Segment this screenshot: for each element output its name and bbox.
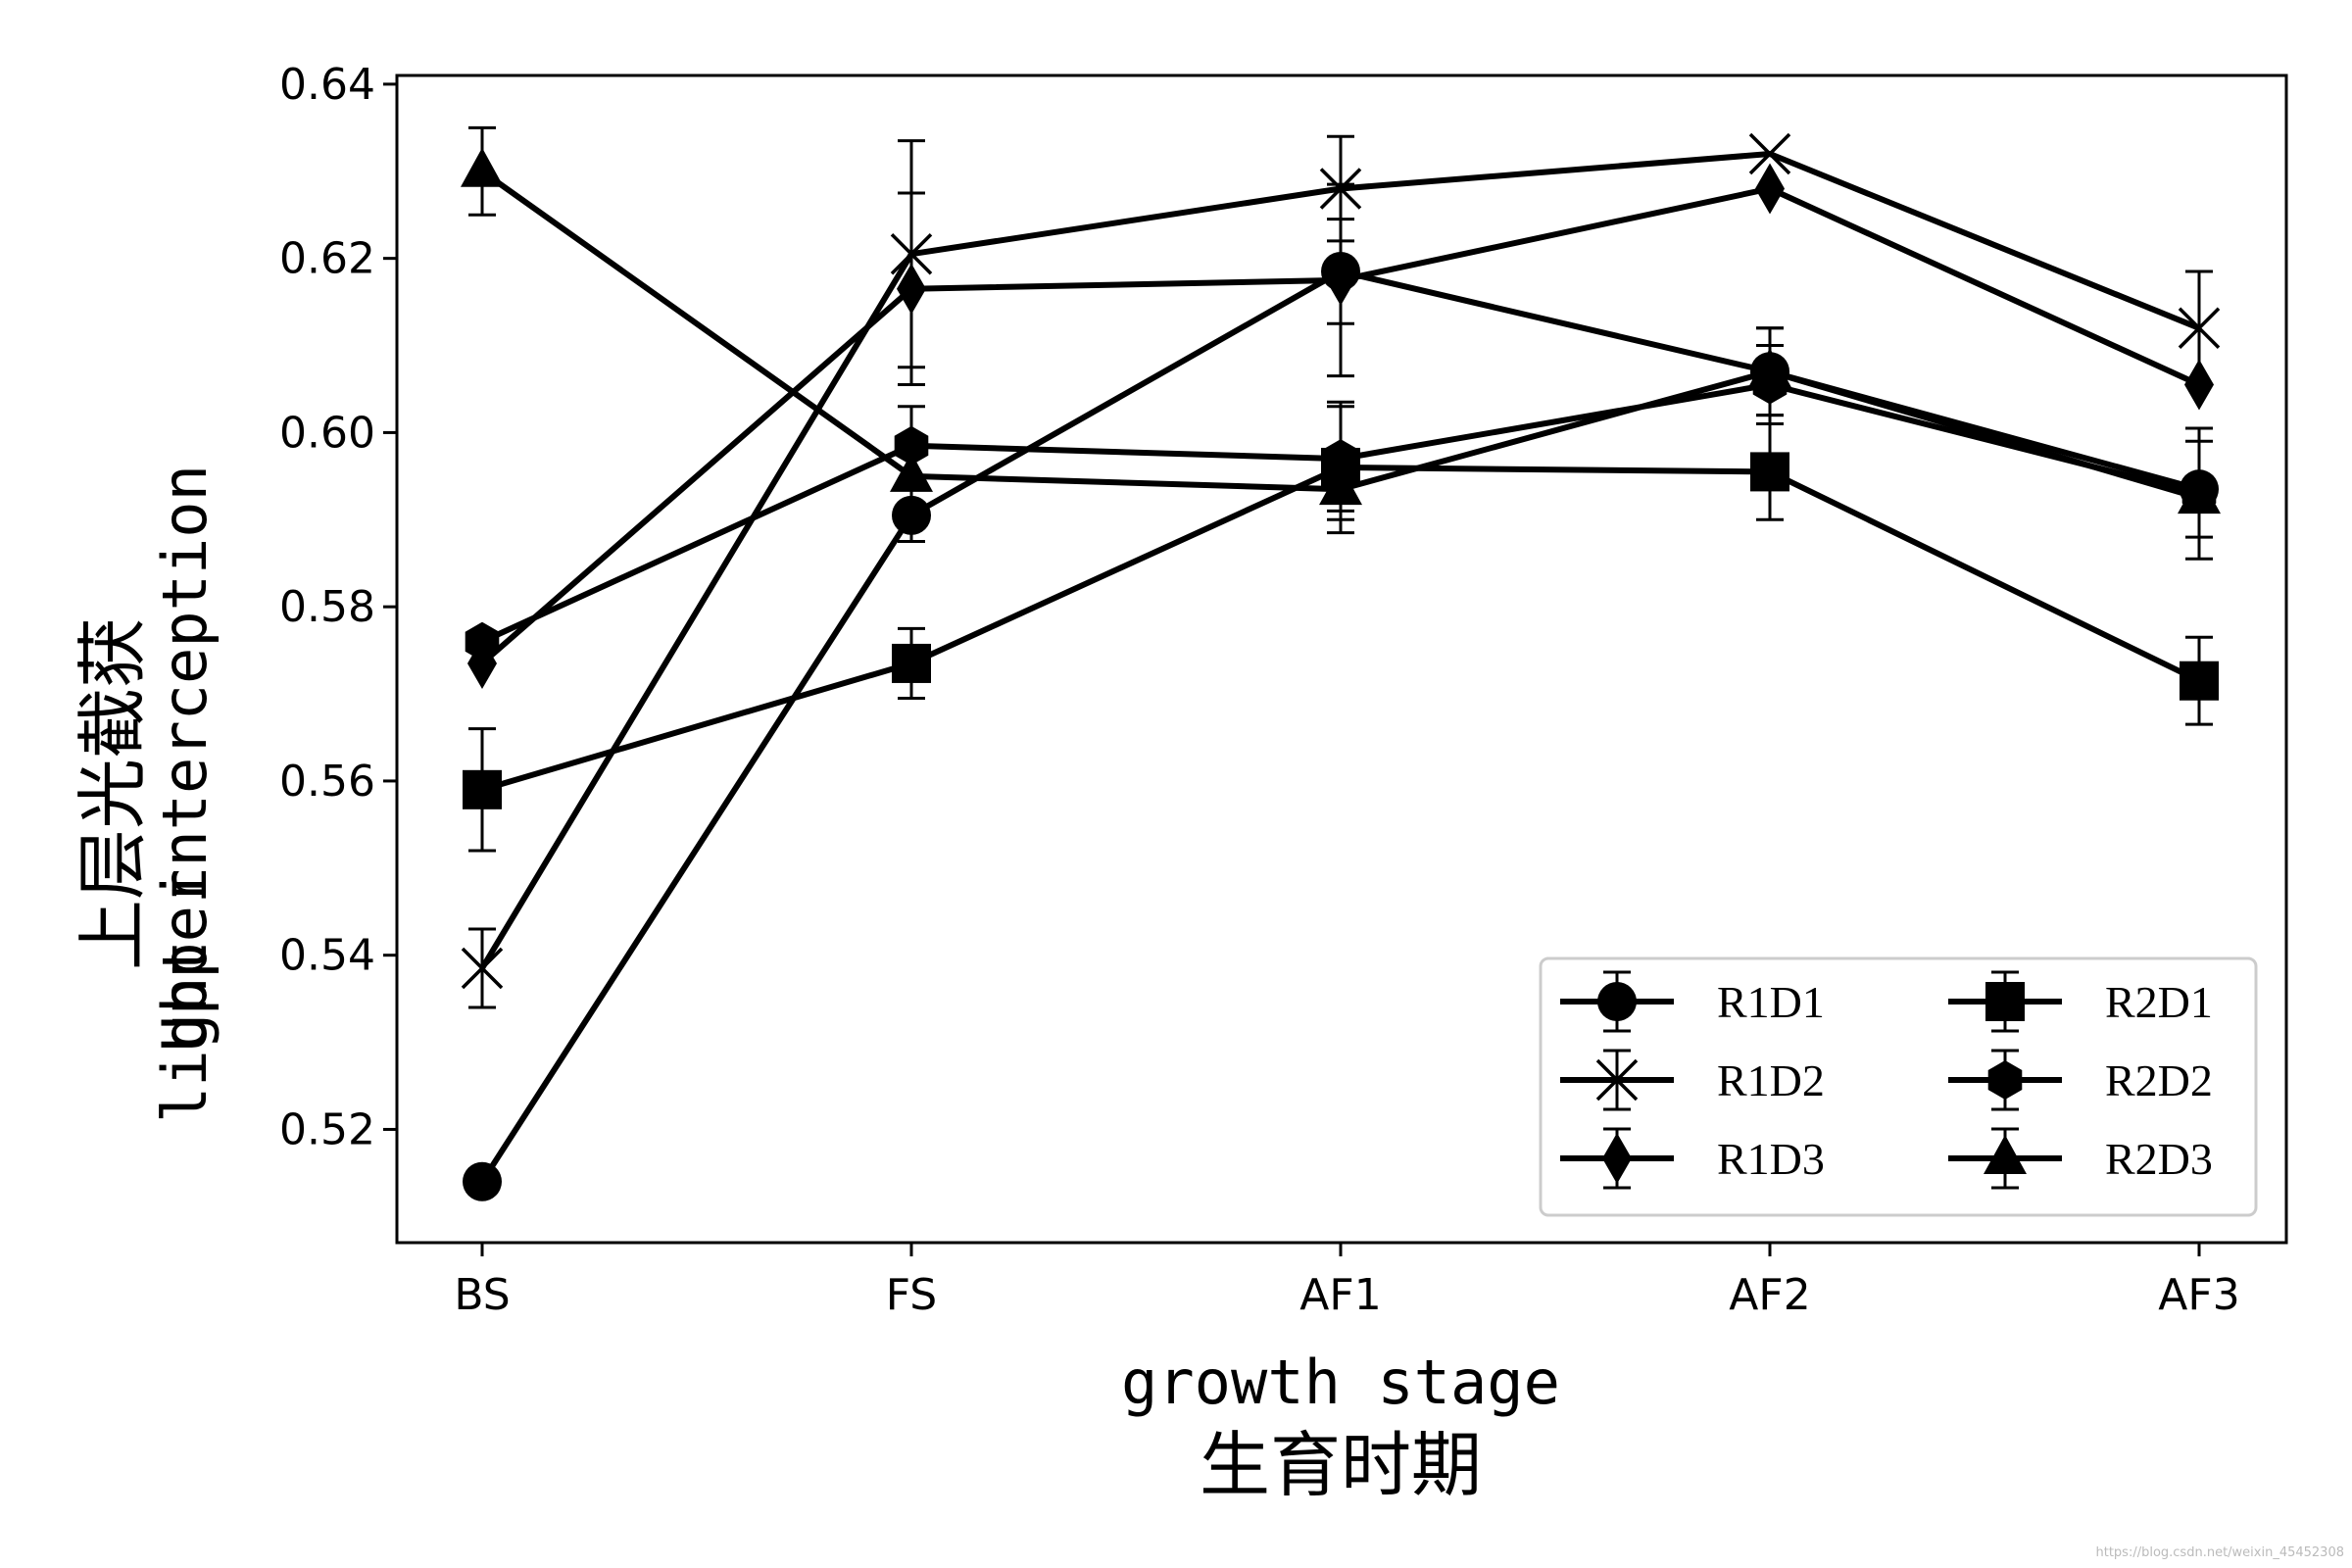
data-point [463,769,502,809]
data-point [894,425,929,466]
y-tick-label: 0.56 [279,757,375,807]
y-tick-label: 0.58 [279,582,375,632]
data-point [897,263,926,315]
data-point [1748,132,1791,175]
data-point [461,947,504,990]
legend-marker [1987,1060,2023,1100]
x-axis-title-zh: 生育时期 [1200,1424,1482,1506]
legend-entry: R1D1 [1560,970,1825,1033]
data-point [892,495,931,535]
legend-entry: R1D3 [1560,1127,1825,1190]
legend-label: R1D1 [1717,977,1825,1027]
legend-marker [1985,982,2025,1021]
plot-area [461,125,2221,1201]
x-tick-label: BS [454,1270,510,1320]
y-tick-label: 0.64 [279,60,375,110]
legend-label: R2D2 [2105,1055,2213,1105]
legend-label: R1D2 [1717,1055,1825,1105]
data-point [2184,359,2214,411]
data-point [2178,474,2221,514]
legend-label: R1D3 [1717,1134,1825,1184]
x-axis-title-en: growth stage [1121,1347,1560,1418]
y-tick-label: 0.60 [279,408,375,458]
legend-entry: R2D1 [1948,970,2213,1033]
legend-marker [1595,1058,1639,1102]
legend-entry: R1D2 [1560,1049,1825,1111]
data-point [1750,452,1789,492]
data-point [463,1161,502,1201]
y-axis-title-en-line2: light interception [149,465,220,1123]
watermark: https://blog.csdn.net/weixin_45452308 [2095,1545,2344,1560]
data-point [890,452,933,492]
legend-marker [1602,1133,1632,1184]
data-point [1319,466,1362,506]
x-tick-label: AF1 [1299,1270,1381,1320]
legend-marker [1597,982,1637,1021]
y-axis-title: Upper light interception 上层光截获 [72,465,220,1123]
data-point [1748,348,1791,388]
data-point [2180,661,2219,701]
y-tick-label: 0.62 [279,234,375,284]
data-point [1755,163,1785,215]
data-point [2178,307,2221,349]
x-tick-label: AF3 [2158,1270,2239,1320]
y-tick-label: 0.54 [279,931,375,981]
axis-ticks: 0.52 0.54 0.56 0.58 0.60 0.62 0.64 BS FS AF1 AF2 AF… [279,60,2240,1320]
legend: R1D1 R1D2 R1D3 R2D1 R2D2 R2D3 [1539,956,2258,1217]
legend-marker [1984,1135,2027,1174]
legend-label: R2D1 [2105,977,2213,1027]
x-tick-label: FS [886,1270,937,1320]
data-point [465,621,500,662]
legend-entry: R2D2 [1948,1049,2213,1111]
y-tick-label: 0.52 [279,1104,375,1154]
data-point [892,643,931,683]
x-tick-label: AF2 [1729,1270,1810,1320]
y-axis-title-zh: 上层光截获 [72,617,154,970]
legend-box [1539,956,2258,1217]
legend-entry: R2D3 [1948,1127,2213,1190]
data-point [461,147,504,187]
y-axis-title-en-line1: Upper [149,869,220,1053]
series-R2D3 [461,125,2221,521]
legend-label: R2D3 [2105,1134,2213,1184]
data-point [1326,254,1355,306]
